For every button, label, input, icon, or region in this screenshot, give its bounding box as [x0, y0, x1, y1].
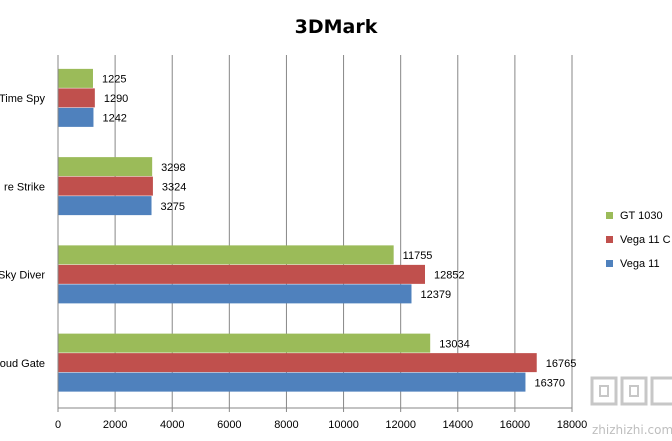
x-tick-label-8000: 8000: [274, 419, 298, 431]
x-tick-label-12000: 12000: [385, 419, 416, 431]
legend-label-vega-11: Vega 11: [620, 258, 660, 270]
x-tick-label-6000: 6000: [217, 419, 241, 431]
category-label-sky-diver: Sky Diver: [0, 270, 45, 282]
bar-gt-1030-fire-strike: [58, 157, 153, 177]
data-label: 1242: [102, 113, 126, 125]
bar-vega-11-c-time-spy: [58, 88, 95, 108]
x-tick-label-4000: 4000: [160, 419, 184, 431]
legend-swatch-vega-11: [606, 260, 613, 267]
legend-label-vega-11-c: Vega 11 C: [620, 234, 671, 246]
x-tick-label-10000: 10000: [328, 419, 359, 431]
x-tick-label-2000: 2000: [103, 419, 127, 431]
bar-vega-11-c-sky-diver: [58, 264, 425, 284]
x-tick-label-18000: 18000: [557, 419, 588, 431]
gridlines: [114, 55, 573, 408]
bar-gt-1030-cloud-gate: [58, 333, 431, 353]
x-tick-label-14000: 14000: [442, 419, 473, 431]
watermark-logo: zhizhizhi.com: [590, 376, 672, 437]
bar-vega-11-time-spy: [58, 107, 94, 127]
data-label: 3275: [161, 201, 185, 213]
category-label-cloud-gate: oud Gate: [0, 358, 45, 370]
bar-gt-1030-sky-diver: [58, 245, 394, 265]
data-label: 13034: [439, 338, 470, 350]
bar-vega-11-cloud-gate: [58, 372, 526, 392]
category-label-fire-strike: re Strike: [4, 181, 45, 193]
x-tick-label-16000: 16000: [500, 419, 531, 431]
data-label: 1290: [104, 93, 128, 105]
data-label: 16765: [546, 358, 577, 370]
x-axis: 0 2000 4000 6000 8000 10000 12000 14000 16000 180…: [55, 55, 587, 431]
data-label: 3324: [162, 181, 186, 193]
chart-title: 3DMark: [295, 16, 378, 38]
bar-vega-11-sky-diver: [58, 284, 412, 304]
bar-vega-11-fire-strike: [58, 196, 152, 216]
category-axis: Time Spy re Strike Sky Diver oud Gate: [0, 93, 45, 370]
data-label: 12852: [434, 270, 465, 282]
category-label-time-spy: Time Spy: [0, 93, 45, 105]
legend-swatch-gt-1030: [606, 212, 613, 219]
data-label: 1225: [102, 74, 126, 86]
data-label: 12379: [420, 289, 451, 301]
bar-gt-1030-time-spy: [58, 68, 93, 88]
data-label: 16370: [534, 377, 565, 389]
bar-vega-11-c-fire-strike: [58, 176, 153, 196]
legend: GT 1030 Vega 11 C Vega 11: [606, 210, 671, 270]
data-label: 11755: [403, 250, 433, 262]
x-tick-label-0: 0: [55, 419, 61, 431]
data-label: 3298: [161, 162, 185, 174]
watermark-text: zhizhizhi.com: [592, 423, 672, 437]
legend-swatch-vega-11-c: [606, 236, 613, 243]
bar-vega-11-c-cloud-gate: [58, 353, 537, 373]
legend-label-gt-1030: GT 1030: [620, 210, 663, 222]
